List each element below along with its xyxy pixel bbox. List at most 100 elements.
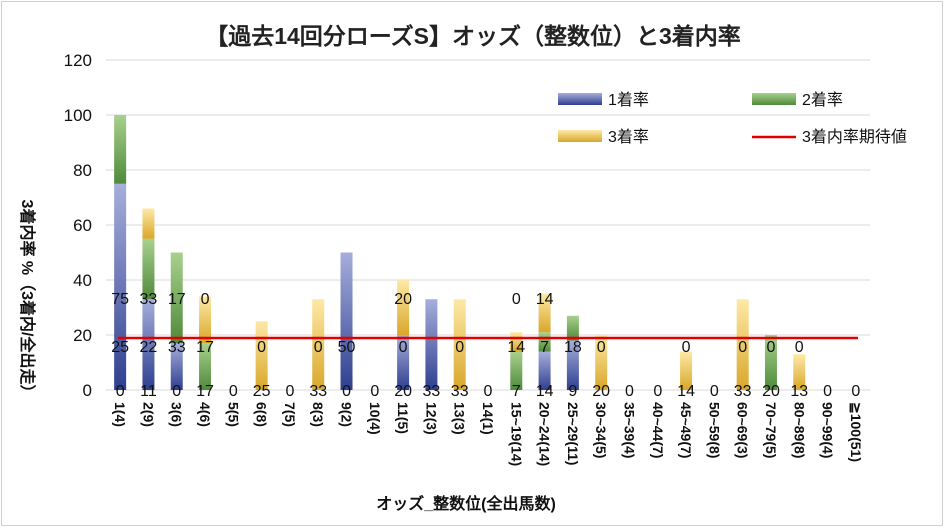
x-tick-label: 80~89(8) [791, 402, 807, 458]
bar-segment [736, 299, 749, 390]
data-label: 25 [111, 339, 129, 356]
data-label: 0 [172, 383, 181, 400]
bar-segment [453, 299, 466, 390]
x-tick-label: 30~34(5) [593, 402, 609, 458]
bar-segment [510, 351, 523, 390]
y-tick-label: 100 [64, 106, 92, 125]
data-label: 0 [399, 339, 408, 356]
data-label: 20 [592, 383, 610, 400]
data-label: 0 [257, 339, 266, 356]
data-labels: 0 25 75 11 22 33 0 33 17 17 17 0 0 25 0 0 33 0 0 50 0 20 0 20 33… [111, 291, 860, 400]
y-tick-label: 80 [73, 161, 92, 180]
y-tick-label: 0 [83, 381, 92, 400]
data-label: 17 [168, 291, 186, 308]
x-tick-label: 70~79(5) [763, 402, 779, 458]
x-tick-label: 50~59(8) [706, 402, 722, 458]
data-label: 14 [536, 291, 554, 308]
data-label: 18 [564, 339, 582, 356]
data-label: 0 [484, 383, 493, 400]
bar-segment [397, 335, 410, 390]
x-tick-label: 10(4) [367, 402, 383, 435]
data-label: 0 [795, 339, 804, 356]
x-tick-label: ≧100(51) [848, 402, 864, 462]
x-tick-label: 12(3) [423, 402, 439, 435]
data-label: 13 [790, 383, 808, 400]
data-label: 0 [201, 291, 210, 308]
x-tick-label: 15~19(14) [508, 402, 524, 466]
data-label: 0 [370, 383, 379, 400]
legend-swatch [558, 130, 602, 142]
x-tick-label: 60~69(3) [735, 402, 751, 458]
data-label: 50 [338, 339, 356, 356]
bar-segment [566, 315, 579, 341]
bar-segment [142, 208, 155, 239]
bar-segment [170, 252, 183, 344]
data-label: 20 [394, 383, 412, 400]
legend-swatch [752, 93, 796, 105]
bar-segment [312, 299, 325, 390]
data-label: 33 [423, 383, 441, 400]
data-label: 0 [767, 339, 776, 356]
data-label: 7 [512, 383, 521, 400]
bar-segment [142, 238, 155, 300]
data-label: 0 [682, 339, 691, 356]
legend: 1着率 2着率 3着率 3着内率期待値 [558, 91, 907, 146]
data-label: 17 [196, 339, 214, 356]
x-tick-label: 9(2) [339, 402, 355, 427]
x-tick-label: 40~44(7) [650, 402, 666, 458]
data-label: 0 [229, 383, 238, 400]
bar-segment [538, 351, 551, 390]
chart-title: 【過去14回分ローズS】オッズ（整数位）と3着内率 [205, 23, 741, 49]
data-label: 0 [738, 339, 747, 356]
data-label: 33 [309, 383, 327, 400]
legend-label: 3着率 [608, 128, 649, 146]
bar-segment [170, 343, 183, 390]
data-label: 11 [140, 383, 157, 400]
data-label: 0 [625, 383, 634, 400]
data-label: 9 [568, 383, 577, 400]
x-tick-label: 35~39(4) [621, 402, 637, 458]
y-tick-label: 20 [73, 326, 92, 345]
bar-segment [566, 340, 579, 390]
y-tick-labels: 0 20 40 60 80 100 120 [64, 51, 92, 400]
data-label: 0 [342, 383, 351, 400]
x-tick-label: 14(1) [480, 402, 496, 435]
bar-segment [425, 299, 438, 390]
bar-segment [397, 280, 410, 335]
y-tick-label: 40 [73, 271, 92, 290]
x-tick-label: 13(3) [452, 402, 468, 435]
data-label: 0 [512, 291, 521, 308]
legend-label: 2着率 [802, 91, 843, 109]
data-label: 17 [196, 383, 214, 400]
bar-segment [793, 354, 806, 390]
bar-segment [595, 335, 608, 390]
data-label: 0 [653, 383, 662, 400]
bar-segment [764, 335, 777, 390]
bar-segment [538, 293, 551, 333]
x-axis-title: オッズ_整数位(全出馬数) [376, 494, 556, 513]
x-tick-label: 5(5) [225, 402, 241, 427]
x-tick-labels: 1(4) 2(9) 3(6) 4(6) 5(5) 6(8) 7(5) 8(3) 9(2) 10(4… [112, 402, 864, 466]
y-tick-label: 120 [64, 51, 92, 70]
data-label: 14 [536, 383, 554, 400]
x-tick-label: 20~24(14) [537, 402, 553, 466]
bar-segment [142, 299, 155, 390]
data-label: 0 [455, 339, 464, 356]
data-label: 0 [314, 339, 323, 356]
legend-label: 1着率 [608, 91, 649, 109]
data-label: 0 [823, 383, 832, 400]
legend-label: 3着内率期待値 [802, 128, 907, 146]
y-axis-title: 3着内率 %（3着内/全出走） [18, 200, 37, 401]
data-label: 14 [507, 339, 525, 356]
x-tick-label: 8(3) [310, 402, 326, 427]
data-label: 0 [285, 383, 294, 400]
x-tick-label: 4(6) [197, 402, 213, 427]
bar-segment [199, 343, 212, 390]
data-label: 33 [140, 291, 158, 308]
data-label: 0 [710, 383, 719, 400]
x-tick-label: 1(4) [112, 402, 128, 427]
data-label: 14 [677, 383, 695, 400]
x-tick-label: 7(5) [282, 402, 298, 427]
